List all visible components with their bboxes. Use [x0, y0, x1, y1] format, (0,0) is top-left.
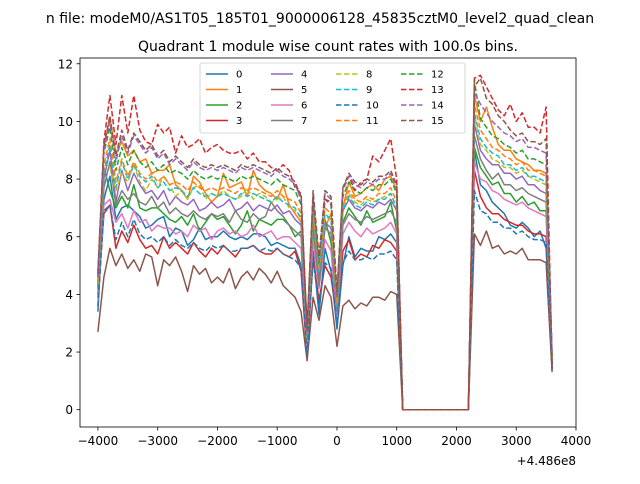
y-tick-label: 8 [65, 173, 73, 187]
series-line-15 [97, 77, 553, 411]
series-line-7 [97, 135, 553, 411]
x-tick-label: 1000 [381, 434, 412, 448]
series-line-8 [97, 114, 553, 411]
series-line-2 [97, 146, 553, 411]
legend-label-10: 10 [366, 101, 379, 112]
legend-label-11: 11 [366, 116, 379, 127]
x-tick-label: 3000 [501, 434, 532, 448]
y-tick-label: 2 [65, 346, 73, 360]
legend-label-2: 2 [236, 101, 242, 112]
legend-label-13: 13 [431, 85, 444, 96]
axes-frame [79, 57, 577, 428]
series-line-5 [97, 230, 553, 411]
y-tick-label: 6 [65, 230, 73, 244]
x-axis-offset-label: +4.486e8 [517, 454, 576, 468]
x-tick-label: −3000 [137, 434, 178, 448]
series-line-3 [97, 169, 553, 411]
series-line-11 [97, 103, 553, 411]
series-line-13 [97, 74, 553, 411]
x-tick-label: −2000 [197, 434, 238, 448]
x-tick-label: −1000 [257, 434, 298, 448]
y-tick-label: 0 [65, 403, 73, 417]
legend-label-3: 3 [236, 116, 242, 127]
legend-label-8: 8 [366, 70, 372, 81]
chart-title: Quadrant 1 module wise count rates with … [138, 39, 518, 55]
x-tick-label: 2000 [441, 434, 472, 448]
legend-label-6: 6 [301, 101, 307, 112]
legend-box [199, 62, 466, 134]
y-axis-ticks: 0 2 4 6 8 10 12 [58, 57, 80, 417]
series-line-6 [97, 161, 553, 411]
series-line-0 [97, 149, 553, 411]
series-lines-layer [97, 74, 553, 411]
series-line-14 [97, 91, 553, 411]
legend-label-7: 7 [301, 116, 307, 127]
x-tick-label: 4000 [561, 434, 592, 448]
legend-label-4: 4 [301, 70, 307, 81]
y-tick-label: 12 [58, 57, 73, 71]
x-tick-label: 0 [333, 434, 341, 448]
y-tick-label: 4 [65, 288, 73, 302]
series-line-10 [97, 189, 553, 411]
x-axis-ticks: −4000 −3000 −2000 −1000 0 1000 2000 3000 4000 [78, 427, 592, 448]
y-tick-label: 10 [58, 115, 73, 129]
legend-label-15: 15 [431, 116, 444, 127]
figure-suptitle: n file: modeM0/AS1T05_185T01_9000006128_… [46, 11, 594, 27]
legend-label-0: 0 [236, 70, 242, 81]
legend-label-5: 5 [301, 85, 307, 96]
legend-label-14: 14 [431, 101, 444, 112]
legend-label-9: 9 [366, 85, 372, 96]
x-tick-label: −4000 [78, 434, 119, 448]
legend-label-12: 12 [431, 70, 444, 81]
legend-label-1: 1 [236, 85, 242, 96]
